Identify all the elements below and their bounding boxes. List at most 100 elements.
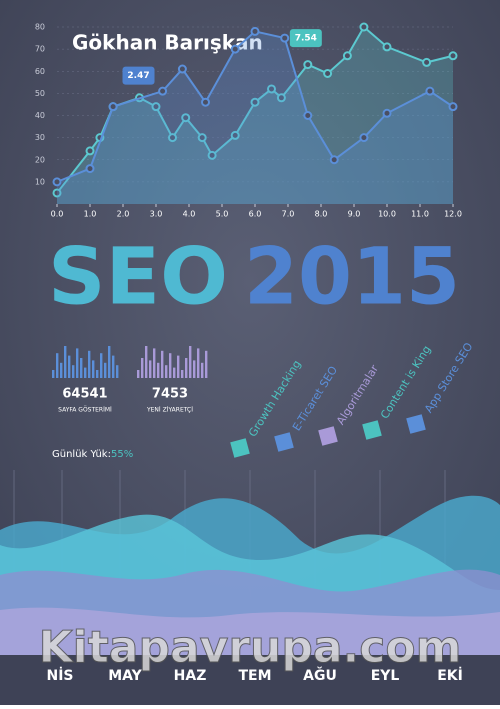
decor-bar: [141, 358, 144, 378]
point: [276, 93, 286, 103]
decor-bar: [197, 348, 200, 378]
x-tick-label: 7.0: [282, 210, 295, 219]
callout-text: 2.47: [127, 71, 149, 81]
decor-bar: [60, 362, 63, 378]
decor-bar: [189, 346, 192, 378]
decor-bar: [92, 360, 95, 378]
decor-bar: [193, 360, 196, 378]
month-label: EYL: [371, 668, 400, 684]
x-tick-label: 6.0: [249, 210, 262, 219]
stat-label: SAYFA GÖSTERİMİ: [58, 407, 112, 414]
month-label: TEM: [238, 668, 271, 684]
decor-bar: [116, 365, 119, 378]
point: [52, 188, 62, 198]
point: [448, 51, 458, 61]
callout-box: [289, 29, 322, 48]
x-tick-label: 0.0: [51, 210, 64, 219]
stat-value: 7453: [152, 387, 188, 402]
series-area: [57, 27, 453, 204]
decor-bar: [104, 362, 107, 378]
point: [359, 133, 369, 143]
callout-text: 7.54: [295, 34, 317, 44]
x-tick-label: 5.0: [216, 210, 229, 219]
point: [382, 108, 392, 118]
topic-swatch: [318, 426, 338, 446]
point: [303, 60, 313, 70]
point: [422, 57, 432, 67]
point: [359, 22, 369, 32]
x-tick-label: 2.0: [117, 210, 130, 219]
decor-bar: [76, 348, 79, 378]
y-tick-label: 40: [35, 111, 45, 120]
point: [177, 64, 187, 74]
x-tick-label: 3.0: [150, 210, 163, 219]
decor-bar: [56, 353, 59, 378]
title-year: 2015: [244, 232, 460, 322]
x-tick-label: 1.0: [84, 210, 97, 219]
decor-bar: [173, 367, 176, 378]
decor-bar: [88, 350, 91, 378]
series-area: [57, 31, 453, 204]
decor-bar: [201, 362, 204, 378]
x-tick-label: 11.0: [411, 210, 429, 219]
point: [329, 155, 339, 165]
decor-bar: [96, 370, 99, 378]
point: [197, 133, 207, 143]
title-seo: SEO: [48, 232, 228, 322]
x-tick-label: 9.0: [348, 210, 361, 219]
month-label: AĞU: [303, 666, 337, 684]
point: [250, 97, 260, 107]
y-tick-label: 80: [35, 23, 45, 32]
decor-bar: [68, 355, 71, 378]
decor-bar: [149, 360, 152, 378]
decor-bar: [181, 370, 184, 378]
decor-bar: [157, 362, 160, 378]
month-label: HAZ: [174, 668, 207, 684]
decor-bar: [145, 346, 148, 378]
point: [52, 177, 62, 187]
decor-bar: [52, 370, 55, 378]
x-tick-label: 4.0: [183, 210, 196, 219]
stat-value: 64541: [62, 387, 107, 402]
x-tick-label: 8.0: [315, 210, 328, 219]
decor-bar: [205, 350, 208, 378]
point: [168, 133, 177, 143]
stat-label: YENİ ZİYARETÇİ: [146, 407, 193, 414]
decor-bar: [72, 365, 75, 378]
decor-bar: [108, 346, 111, 378]
point: [85, 164, 95, 174]
footer-band: [0, 655, 500, 705]
y-tick-label: 10: [35, 177, 45, 186]
month-label: MAY: [108, 668, 142, 684]
topic-swatch: [362, 420, 382, 440]
point: [250, 26, 260, 36]
y-tick-label: 50: [35, 89, 45, 98]
decor-bar: [165, 365, 168, 378]
point: [267, 84, 276, 94]
y-tick-label: 20: [35, 155, 45, 164]
decor-bar: [161, 350, 164, 378]
point: [230, 130, 240, 140]
decor-bar: [64, 346, 67, 378]
month-label: NİS: [46, 667, 73, 684]
point: [207, 150, 217, 160]
point: [181, 113, 191, 123]
callout-box: [122, 66, 155, 85]
topic-swatch: [230, 438, 250, 458]
topic-swatch: [274, 432, 294, 452]
decor-bar: [112, 355, 115, 378]
point: [108, 102, 118, 112]
watermark: Kitapavrupa.com: [39, 622, 462, 673]
decor-bar: [153, 348, 156, 378]
decor-bar: [169, 353, 172, 378]
point: [230, 44, 240, 54]
callout: 2.47: [122, 66, 155, 85]
y-tick-label: 60: [35, 67, 45, 76]
load-value: 55%: [111, 449, 133, 460]
y-tick-label: 30: [35, 133, 45, 142]
month-label: EKİ: [437, 667, 463, 684]
point: [303, 111, 313, 120]
decor-bar: [84, 367, 87, 378]
decor-bar: [177, 355, 180, 378]
